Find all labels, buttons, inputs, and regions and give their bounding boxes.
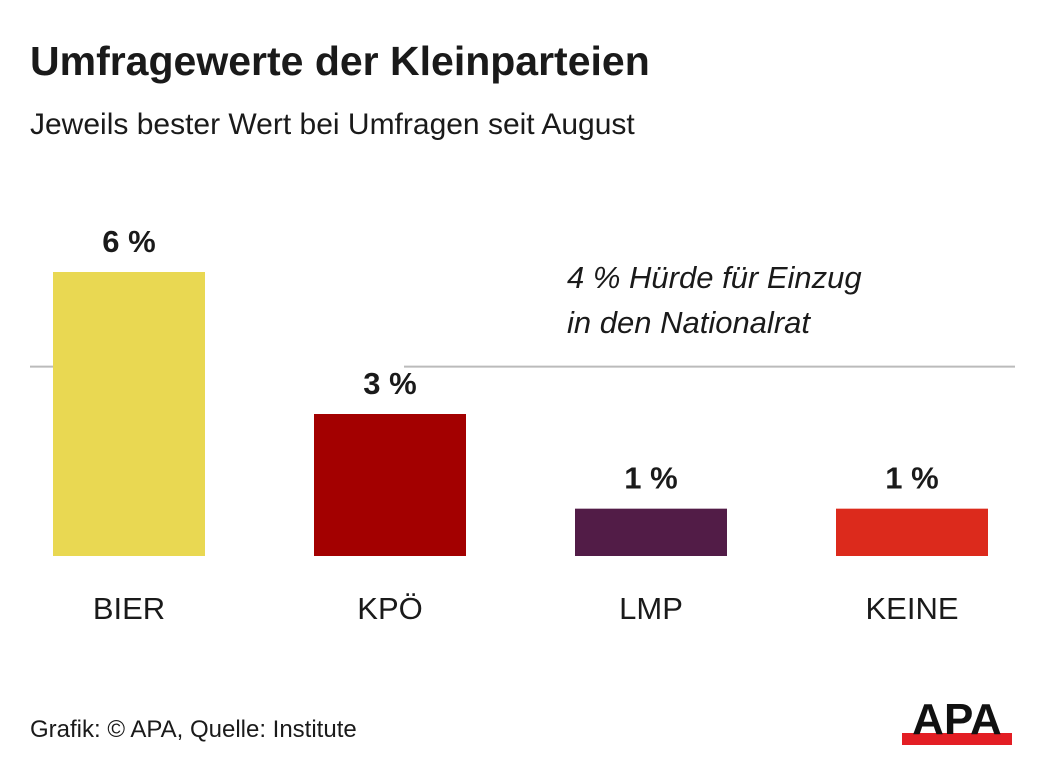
- category-label: KPÖ: [357, 591, 422, 626]
- category-label: BIER: [93, 591, 165, 626]
- bar-lmp: [575, 508, 727, 556]
- bar-bier: [53, 272, 205, 556]
- chart-subtitle: Jeweils bester Wert bei Umfragen seit Au…: [30, 108, 635, 141]
- threshold-line-gap: [205, 363, 404, 370]
- bar-kpö: [314, 414, 466, 556]
- chart-title: Umfragewerte der Kleinparteien: [30, 38, 650, 84]
- apa-logo: APA: [902, 695, 1012, 745]
- threshold-label-line-2: in den Nationalrat: [567, 305, 811, 340]
- bars: 6 % BIER 3 % KPÖ 1 % LMP 1 % KEINE: [53, 224, 988, 626]
- logo-text: APA: [912, 695, 1002, 744]
- bar-keine: [836, 508, 988, 556]
- category-label: KEINE: [865, 591, 958, 626]
- logo-red-bar: [902, 733, 1012, 745]
- value-label: 1 %: [624, 461, 677, 496]
- value-label: 6 %: [102, 224, 155, 259]
- category-label: LMP: [619, 591, 683, 626]
- source-credit: Grafik: © APA, Quelle: Institute: [30, 716, 357, 743]
- value-label: 1 %: [885, 461, 938, 496]
- value-label: 3 %: [363, 366, 416, 401]
- threshold-label-line-1: 4 % Hürde für Einzug: [567, 260, 862, 295]
